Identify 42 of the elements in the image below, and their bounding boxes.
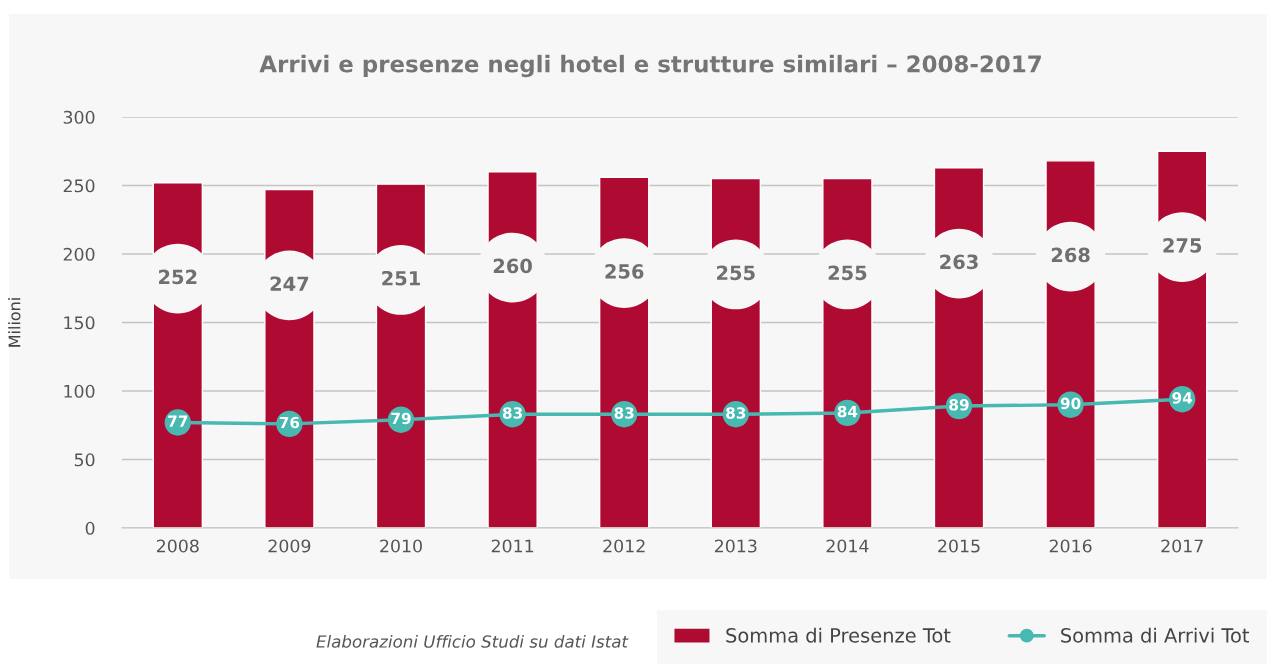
data-label: 83 [614,407,634,419]
data-label: 255 [828,265,867,281]
y-tick-label: 300 [63,110,95,124]
data-label: 268 [1051,247,1090,263]
y-tick-label: 250 [63,179,95,193]
data-label: 256 [605,264,644,279]
x-tick-label: 2010 [380,539,422,553]
text: Elaborazioni Ufficio Studi su dati Istat [316,634,629,648]
x-tick-label: 2013 [714,539,757,553]
data-label: 79 [391,412,411,425]
y-tick-label: 0 [85,521,95,535]
data-label: 77 [168,415,188,427]
x-tick-label: 2016 [1049,539,1092,553]
data-label: 252 [159,269,197,285]
legend-label: Somma di Arrivi Tot [1061,627,1250,643]
data-label: 275 [1163,238,1202,253]
data-label: 89 [949,398,969,411]
data-label: 84 [837,405,858,418]
y-tick-label: 50 [74,453,95,467]
x-tick-label: 2014 [826,539,869,553]
x-tick-label: 2015 [938,539,980,553]
y-tick-label: 150 [64,316,95,330]
data-label: 76 [279,416,300,429]
x-tick-label: 2009 [268,539,311,553]
data-label: 251 [382,270,420,286]
data-label: 247 [270,276,309,291]
data-label: 94 [1172,392,1193,404]
x-tick-label: 2012 [603,539,645,553]
x-tick-label: 2011 [491,539,534,553]
data-label: 90 [1060,397,1081,410]
y-tick-label: 100 [64,384,95,398]
data-label: 83 [502,407,523,419]
data-label: 255 [717,265,755,281]
data-label: 83 [726,407,746,419]
y-axis-title: Milioni [8,298,21,347]
x-tick-label: 2008 [156,539,199,553]
y-tick-label: 200 [63,247,95,261]
chart-title: Arrivi e presenze negli hotel e strutture similari – 2008-2017 [259,54,1041,78]
data-label: 260 [493,258,532,274]
x-tick-label: 2017 [1161,539,1203,553]
legend-label: Somma di Presenze Tot [726,627,951,643]
data-label: 263 [940,254,978,270]
